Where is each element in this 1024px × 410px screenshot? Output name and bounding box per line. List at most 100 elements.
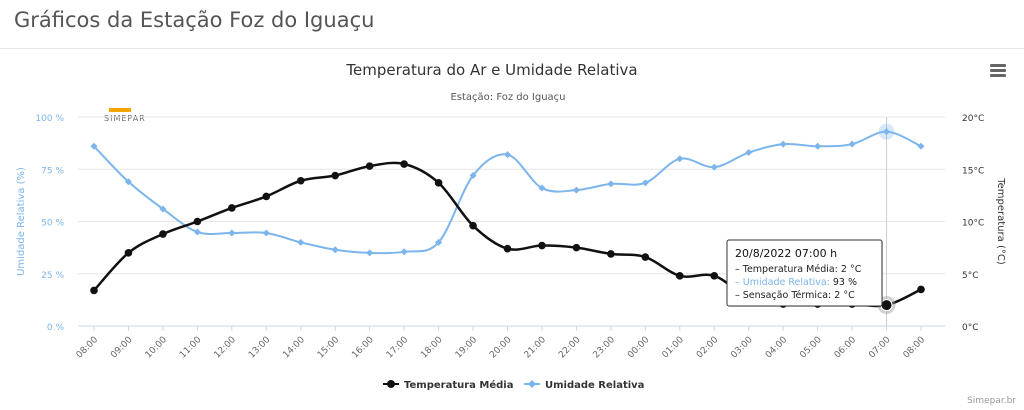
x-tick-label: 02:00: [695, 335, 721, 361]
temperature-point[interactable]: [607, 250, 615, 258]
y-right-tick-label: 15°C: [962, 166, 984, 176]
x-tick-label: 07:00: [867, 335, 893, 361]
humidity-point-highlight: [878, 123, 895, 140]
temperature-point[interactable]: [90, 286, 98, 295]
temperature-point[interactable]: [469, 221, 477, 230]
temperature-point[interactable]: [262, 192, 271, 201]
menu-bar-icon: [990, 64, 1006, 67]
credits-link[interactable]: Simepar.br: [967, 396, 1016, 406]
x-tick-label: 06:00: [833, 335, 859, 361]
humidity-point[interactable]: [607, 180, 615, 188]
legend-temperature-label[interactable]: Temperatura Média: [404, 379, 513, 391]
x-tick-label: 16:00: [350, 335, 376, 361]
humidity-point[interactable]: [779, 140, 787, 148]
page-title: Gráficos da Estação Foz do Iguaçu: [14, 8, 375, 32]
humidity-point[interactable]: [917, 142, 925, 150]
y-left-tick-label: 25 %: [41, 271, 64, 281]
temperature-point[interactable]: [400, 160, 408, 168]
humidity-point[interactable]: [400, 248, 408, 256]
y-left-tick-label: 0 %: [47, 323, 65, 333]
humidity-point[interactable]: [710, 163, 718, 171]
y-right-tick-label: 10°C: [962, 219, 984, 229]
x-tick-label: 00:00: [626, 335, 652, 361]
x-tick-label: 13:00: [247, 335, 273, 361]
header-divider: [0, 48, 1024, 49]
y-left-tick-label: 100 %: [35, 114, 64, 124]
humidity-point[interactable]: [676, 155, 684, 163]
temperature-point[interactable]: [641, 253, 650, 261]
humidity-point[interactable]: [883, 128, 891, 136]
x-tick-label: 03:00: [729, 335, 755, 361]
humidity-point[interactable]: [504, 151, 511, 159]
temperature-point[interactable]: [331, 171, 340, 180]
humidity-point[interactable]: [297, 238, 305, 246]
humidity-point[interactable]: [641, 179, 649, 187]
y-right-axis-title: Temperatura (°C): [995, 177, 1006, 265]
temperature-point[interactable]: [538, 241, 546, 250]
y-right-tick-label: 20°C: [962, 114, 984, 124]
y-right-tick-label: 5°C: [962, 271, 979, 281]
humidity-point[interactable]: [90, 142, 98, 150]
temperature-point[interactable]: [193, 217, 202, 226]
x-tick-label: 11:00: [178, 335, 204, 361]
humidity-point[interactable]: [366, 249, 374, 257]
x-tick-label: 22:00: [557, 335, 583, 361]
x-tick-label: 18:00: [419, 335, 445, 361]
x-tick-label: 08:00: [75, 335, 101, 361]
temperature-point[interactable]: [434, 179, 443, 187]
humidity-point[interactable]: [331, 246, 339, 254]
x-tick-label: 01:00: [661, 335, 687, 361]
temperature-point[interactable]: [228, 204, 236, 212]
legend-humidity-marker: [528, 380, 536, 388]
x-tick-label: 14:00: [281, 335, 307, 361]
tooltip-line: – Sensação Térmica: 2 °C: [735, 290, 855, 301]
humidity-point[interactable]: [193, 228, 201, 236]
y-left-axis-title: Umidade Relativa (%): [16, 167, 27, 276]
humidity-series-line: [93, 130, 922, 255]
x-tick-label: 17:00: [385, 335, 411, 361]
humidity-point[interactable]: [435, 238, 443, 246]
temperature-point[interactable]: [365, 162, 374, 170]
menu-bar-icon: [990, 74, 1006, 77]
chart-svg: Temperatura do Ar e Umidade Relativa Esta…: [16, 61, 1006, 391]
chart-subtitle: Estação: Foz do Iguaçu: [450, 92, 565, 103]
humidity-point[interactable]: [572, 186, 580, 194]
tooltip-line: – Temperatura Média: 2 °C: [735, 264, 862, 275]
humidity-point[interactable]: [745, 149, 753, 157]
chart-menu-button[interactable]: [990, 64, 1006, 78]
x-tick-label: 20:00: [488, 335, 514, 361]
x-tick-label: 21:00: [523, 335, 549, 361]
temperature-point[interactable]: [124, 249, 133, 257]
x-tick-label: 10:00: [144, 335, 170, 361]
tooltip-title: 20/8/2022 07:00 h: [735, 247, 837, 260]
temperature-point[interactable]: [503, 244, 512, 253]
chart-title: Temperatura do Ar e Umidade Relativa: [345, 61, 637, 79]
humidity-point[interactable]: [159, 205, 167, 213]
x-tick-label: 12:00: [213, 335, 239, 361]
humidity-point[interactable]: [814, 142, 822, 150]
temperature-point[interactable]: [159, 230, 167, 238]
temperature-point[interactable]: [675, 272, 684, 280]
humidity-point[interactable]: [538, 184, 546, 192]
x-tick-label: 23:00: [592, 335, 618, 361]
legend-humidity-label[interactable]: Umidade Relativa: [545, 380, 644, 391]
menu-bar-icon: [990, 69, 1006, 72]
temperature-point[interactable]: [710, 272, 719, 280]
humidity-point[interactable]: [469, 172, 477, 180]
y-right-tick-label: 0°C: [962, 323, 979, 333]
humidity-point[interactable]: [124, 178, 132, 186]
x-tick-label: 19:00: [454, 335, 480, 361]
humidity-point[interactable]: [848, 140, 856, 148]
temperature-point[interactable]: [917, 285, 925, 294]
y-left-tick-label: 75 %: [41, 166, 64, 176]
humidity-point[interactable]: [228, 229, 236, 237]
legend-temperature-marker: [387, 380, 395, 388]
tooltip-line: – Umidade Relativa: 93 %: [735, 277, 857, 288]
x-tick-label: 05:00: [798, 335, 824, 361]
temperature-point[interactable]: [572, 243, 581, 252]
temperature-point[interactable]: [296, 176, 305, 185]
humidity-point[interactable]: [262, 229, 270, 237]
y-left-tick-label: 50 %: [41, 219, 64, 229]
x-tick-label: 15:00: [316, 335, 342, 361]
tooltip-box: [726, 239, 883, 307]
